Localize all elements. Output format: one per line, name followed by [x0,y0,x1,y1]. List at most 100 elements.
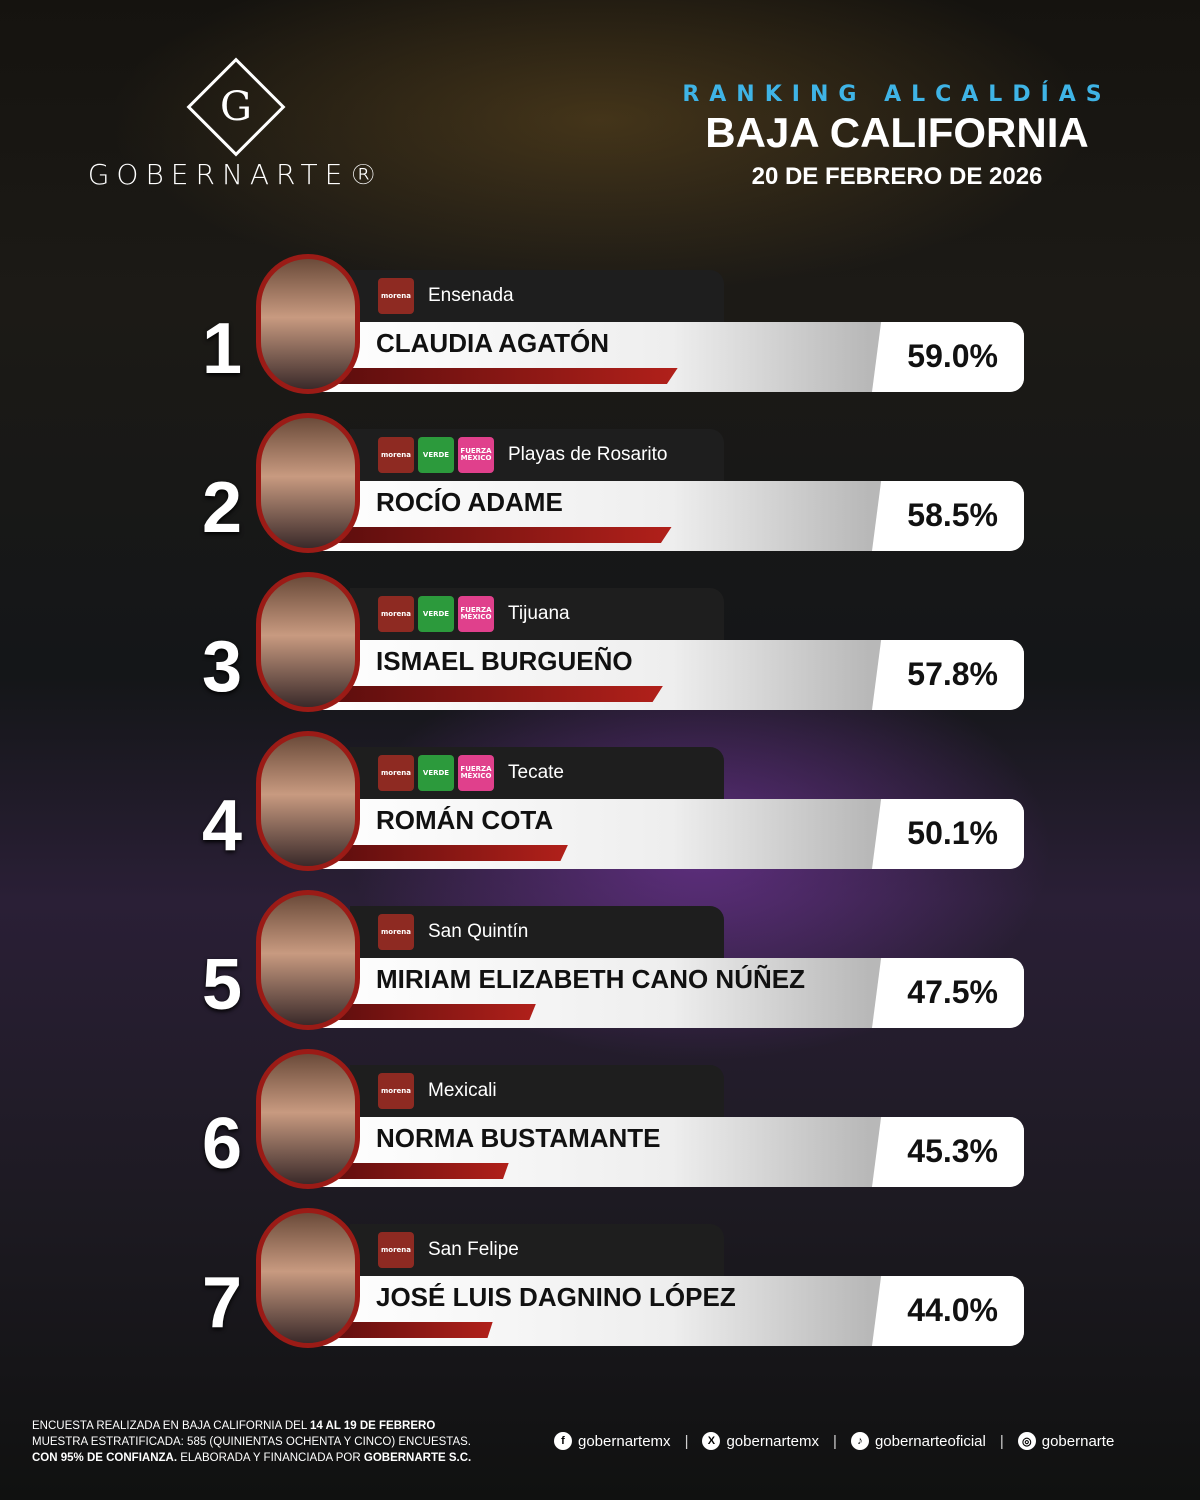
rank-number: 5 [201,945,243,1025]
ranking-row: 5 morena San Quintín MIRIAM ELIZABETH CANO … [0,890,1200,1046]
percentage-value: 47.5% [907,974,998,1010]
percentage-fill-bar [320,527,672,543]
municipality-name: Tecate [508,762,564,783]
percentage-box [872,1117,1024,1187]
municipality-name: San Quintín [428,921,529,942]
social-handle: gobernarteoficial [874,1432,986,1450]
municipality-name: Playas de Rosarito [508,444,668,465]
percentage-fill-bar [320,1004,536,1020]
candidate-name: ROMÁN COTA [376,805,554,835]
gobernarte-logo: G GOBERNARTE® [76,57,396,191]
municipality-name: San Felipe [428,1239,519,1260]
candidate-name: CLAUDIA AGATÓN [376,328,610,358]
candidate-name: ISMAEL BURGUEÑO [376,646,633,676]
percentage-box [872,958,1024,1028]
percentage-box [872,799,1024,869]
footer-methodology: ENCUESTA REALIZADA EN BAJA CALIFORNIA DE… [32,1420,472,1464]
municipality-tab: morena VERDE FUERZA MÉXICO Tijuana [350,588,724,640]
candidate-photo [256,890,360,1030]
page-title: BAJA CALIFORNIA [705,109,1089,156]
morena-party-logo: morena [378,1232,414,1268]
social-handle: gobernarte [1041,1432,1115,1450]
percentage-box [872,1276,1024,1346]
rank-number: 1 [201,309,243,389]
percentage-fill-bar [320,368,678,384]
instagram-icon: ◎ [1017,1432,1036,1450]
social-handle: gobernartemx [726,1432,820,1450]
social-link[interactable]: f gobernartemx [554,1432,671,1450]
percentage-box [872,640,1024,710]
municipality-tab: morena VERDE FUERZA MÉXICO Playas de Rosari… [350,429,724,481]
municipality-name: Tijuana [508,603,570,624]
municipality-tab: morena Ensenada [350,270,724,322]
rank-number: 3 [201,627,243,707]
ranking-row: 6 morena Mexicali NORMA BUSTAMANTE 45.3% [0,1049,1200,1205]
separator: | [999,1432,1004,1450]
verde-party-logo: VERDE [418,596,454,632]
candidate-bar: CLAUDIA AGATÓN 59.0% [320,322,1024,392]
percentage-fill-bar [320,1322,493,1338]
percentage-box [872,481,1024,551]
ranking-row: 4 morena VERDE FUERZA MÉXICO Tecate ROMÁN COT… [0,731,1200,887]
social-link[interactable]: ♪ gobernarteoficial [850,1432,986,1450]
candidate-photo [256,413,360,553]
ranking-row: 2 morena VERDE FUERZA MÉXICO Playas de Rosar… [0,413,1200,569]
percentage-value: 57.8% [907,656,998,692]
rank-number: 4 [201,786,243,866]
candidate-bar: ROCÍO ADAME 58.5% [320,481,1024,551]
header-kicker: RANKING ALCALDÍAS [682,82,1112,107]
candidate-photo [256,254,360,394]
percentage-value: 44.0% [907,1292,998,1328]
morena-party-logo: morena [378,278,414,314]
x-icon: X [702,1432,721,1450]
morena-party-logo: morena [378,914,414,950]
morena-party-logo: morena [378,596,414,632]
separator: | [684,1432,689,1450]
fuerza-party-logo: FUERZA MÉXICO [458,755,494,791]
fuerza-party-logo: FUERZA MÉXICO [458,437,494,473]
header: RANKING ALCALDÍAS BAJA CALIFORNIA 20 DE … [672,82,1122,191]
candidate-bar: ISMAEL BURGUEÑO 57.8% [320,640,1024,710]
verde-party-logo: VERDE [418,755,454,791]
social-handle: gobernartemx [578,1432,671,1450]
percentage-fill-bar [320,845,568,861]
candidate-name: ROCÍO ADAME [376,487,563,517]
candidate-name: NORMA BUSTAMANTE [376,1123,661,1153]
ranking-row: 7 morena San Felipe JOSÉ LUIS DAGNINO LÓPEZ… [0,1208,1200,1364]
facebook-icon: f [554,1432,572,1450]
candidate-bar: JOSÉ LUIS DAGNINO LÓPEZ 44.0% [320,1276,1024,1346]
logo-mark: G [186,57,286,157]
candidate-photo [256,572,360,712]
candidate-photo [256,731,360,871]
municipality-name: Ensenada [428,285,514,306]
rank-number: 7 [201,1263,243,1343]
separator: | [833,1432,837,1450]
morena-party-logo: morena [378,1073,414,1109]
percentage-value: 50.1% [907,815,998,851]
percentage-value: 59.0% [907,338,998,374]
tiktok-icon: ♪ [850,1432,869,1450]
rank-number: 6 [201,1104,243,1184]
social-link[interactable]: ◎ gobernarte [1017,1432,1115,1450]
ranking-row: 3 morena VERDE FUERZA MÉXICO Tijuana ISMAEL B… [0,572,1200,728]
candidate-photo [256,1049,360,1189]
municipality-tab: morena Mexicali [350,1065,724,1117]
candidate-bar: MIRIAM ELIZABETH CANO NÚÑEZ 47.5% [320,958,1024,1028]
municipality-tab: morena San Felipe [350,1224,724,1276]
fuerza-party-logo: FUERZA MÉXICO [458,596,494,632]
verde-party-logo: VERDE [418,437,454,473]
percentage-box [872,322,1024,392]
municipality-tab: morena VERDE FUERZA MÉXICO Tecate [350,747,724,799]
municipality-tab: morena San Quintín [350,906,724,958]
brand-name: GOBERNARTE® [87,158,385,191]
candidate-bar: NORMA BUSTAMANTE 45.3% [320,1117,1024,1187]
morena-party-logo: morena [378,755,414,791]
percentage-fill-bar [320,1163,509,1179]
candidate-name: MIRIAM ELIZABETH CANO NÚÑEZ [376,964,805,994]
ranking-row: 1 morena Ensenada CLAUDIA AGATÓN 59.0% [0,254,1200,410]
rank-number: 2 [201,468,243,548]
candidate-bar: ROMÁN COTA 50.1% [320,799,1024,869]
municipality-name: Mexicali [428,1080,497,1101]
